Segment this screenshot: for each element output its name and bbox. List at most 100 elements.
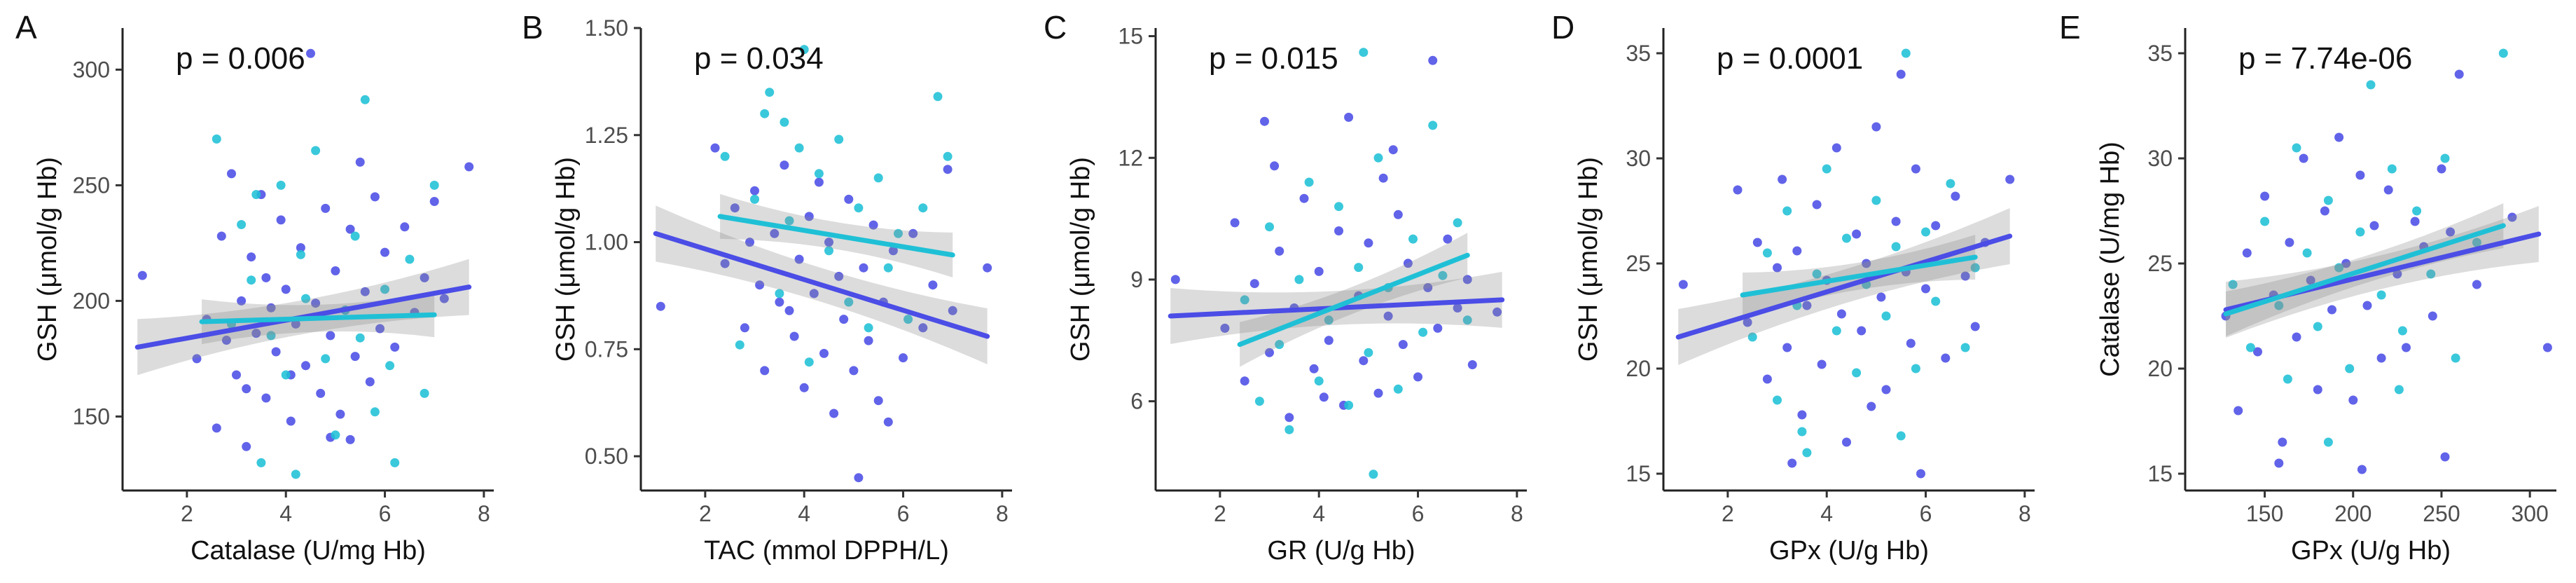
data-point [943, 165, 953, 174]
data-point [829, 409, 839, 418]
data-point [1462, 275, 1472, 284]
data-point [908, 228, 918, 238]
data-point [360, 95, 370, 104]
data-point [212, 134, 221, 144]
data-point [780, 160, 789, 170]
regression-line [199, 312, 437, 324]
data-point [928, 280, 938, 290]
x-tick-label: 2 [1214, 501, 1226, 526]
data-point [1941, 353, 1951, 363]
x-tick-label: 2 [699, 501, 712, 526]
panel-letter: D [1551, 9, 1574, 46]
regression-line [653, 231, 990, 339]
data-point [2292, 143, 2301, 153]
data-point [464, 162, 474, 172]
y-tick-label: 9 [1130, 267, 1143, 292]
y-axis-title: GSH (μmol/g Hb) [551, 157, 581, 362]
data-point [271, 347, 281, 357]
data-point [2472, 238, 2481, 247]
data-point [405, 254, 415, 264]
data-point [2542, 343, 2552, 352]
data-point [1817, 359, 1827, 369]
data-point [918, 203, 928, 213]
y-axis-title: Catalase (U/mg Hb) [2096, 142, 2125, 377]
data-point [311, 146, 321, 156]
y-tick-label: 1.25 [585, 123, 628, 148]
y-tick-label: 35 [2147, 41, 2173, 66]
data-point [859, 263, 868, 273]
data-point [1678, 280, 1688, 289]
data-point [1747, 332, 1757, 342]
data-point [335, 409, 345, 419]
data-point [261, 273, 271, 282]
data-point [1931, 296, 1941, 306]
data-point [1240, 376, 1249, 386]
x-tick-label: 250 [2423, 501, 2460, 526]
data-point [2357, 465, 2367, 474]
data-point [1309, 364, 1319, 373]
data-point [326, 331, 335, 341]
data-point [1324, 336, 1334, 345]
data-point [656, 301, 665, 311]
data-point [390, 342, 400, 352]
data-point [1901, 48, 1911, 58]
data-point [1403, 259, 1413, 268]
data-point [1334, 226, 1343, 235]
data-point [251, 190, 261, 200]
data-point [380, 284, 389, 294]
data-point [2302, 248, 2312, 258]
data-point [1275, 246, 1284, 256]
data-point [242, 384, 251, 394]
x-tick-label: 4 [279, 501, 292, 526]
data-point [390, 458, 400, 467]
data-point [2253, 347, 2262, 357]
y-tick-label: 1.00 [585, 230, 628, 255]
x-tick-label: 6 [1920, 501, 1932, 526]
data-point [1812, 200, 1822, 210]
data-point [1359, 356, 1369, 366]
data-point [775, 289, 784, 299]
data-point [1369, 469, 1378, 479]
data-point [321, 354, 331, 364]
data-point [750, 186, 759, 196]
data-point [1493, 307, 1502, 317]
y-axis-title: GSH (μmol/g Hb) [1066, 157, 1095, 362]
data-point [429, 180, 439, 190]
data-point [2383, 185, 2393, 195]
data-point [760, 366, 770, 376]
data-point [794, 254, 804, 264]
data-point [1393, 384, 1403, 394]
data-point [2323, 196, 2333, 205]
data-point [1896, 431, 1906, 441]
data-point [1802, 448, 1812, 458]
data-point [1867, 402, 1876, 411]
x-tick-label: 6 [379, 501, 392, 526]
y-tick-label: 20 [1626, 356, 1651, 381]
x-tick-label: 200 [2334, 501, 2371, 526]
data-point [883, 417, 893, 427]
data-point [2376, 353, 2386, 363]
data-point [1265, 222, 1274, 232]
data-point [321, 203, 331, 213]
data-point [1921, 227, 1930, 237]
data-point [266, 331, 276, 341]
data-point [1951, 191, 1960, 201]
data-point [2376, 290, 2386, 300]
data-point [1871, 196, 1881, 205]
data-point [1428, 121, 1438, 130]
data-point [1378, 173, 1388, 183]
data-point [1388, 145, 1398, 155]
data-point [864, 336, 873, 345]
data-point [765, 88, 775, 97]
data-point [933, 92, 943, 102]
data-point [1438, 270, 1448, 280]
data-point [899, 353, 908, 363]
data-point [2274, 301, 2284, 310]
data-point [276, 215, 286, 225]
data-point [1373, 388, 1383, 398]
data-point [2440, 452, 2450, 462]
data-point [943, 151, 953, 161]
data-point [237, 220, 247, 229]
data-point [1254, 397, 1264, 406]
data-point [1802, 301, 1812, 310]
